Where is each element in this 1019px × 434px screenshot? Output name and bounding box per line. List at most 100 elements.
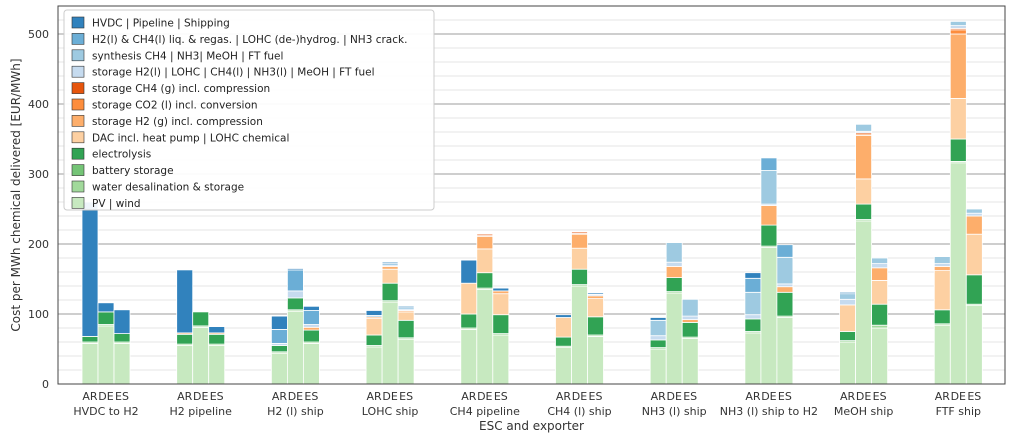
bar-segment xyxy=(286,268,304,271)
bar-segment xyxy=(270,328,288,344)
bar-segment xyxy=(302,326,320,331)
bar-segment xyxy=(855,220,872,385)
bar-segment xyxy=(649,319,667,337)
y-tick-label: 100 xyxy=(28,308,49,321)
bar-segment xyxy=(681,315,699,321)
exporter-tick-label: DE xyxy=(666,390,681,403)
bar-segment xyxy=(665,265,683,278)
legend-label: battery storage xyxy=(92,165,174,177)
y-tick-labels: 0 100 200 300 400 500 xyxy=(28,28,49,391)
bar-segment xyxy=(97,325,115,385)
stacked-bar xyxy=(871,257,888,385)
bar-segment xyxy=(949,29,967,35)
y-axis-label: Cost per MWh chemical delivered [EUR/MWh… xyxy=(9,58,23,331)
exporter-tick-label: AR xyxy=(745,390,761,403)
bar-segment xyxy=(571,231,588,234)
bar-segment xyxy=(839,304,856,332)
bar-segment xyxy=(113,309,131,334)
bar-segment xyxy=(302,324,320,328)
legend-swatch xyxy=(71,65,85,78)
bar-segment xyxy=(555,314,572,318)
exporter-tick-label: AR xyxy=(461,390,477,403)
bar-segment xyxy=(208,326,226,334)
bar-segment xyxy=(965,208,983,214)
bar-segment xyxy=(965,215,983,235)
bar-segment xyxy=(381,301,399,385)
exporter-tick-label: DE xyxy=(382,390,397,403)
bar-segment xyxy=(286,269,304,292)
bar-segment xyxy=(744,332,762,385)
exporter-tick-label: DE xyxy=(951,390,966,403)
stacked-bar xyxy=(460,259,478,385)
bar-segment xyxy=(949,33,967,99)
stacked-bar xyxy=(855,123,872,385)
bar-segment xyxy=(681,319,699,323)
stacked-bar xyxy=(665,242,683,385)
legend-swatch xyxy=(71,33,85,45)
y-tick-label: 400 xyxy=(28,98,49,111)
bar-segment xyxy=(97,302,115,313)
bar-segment xyxy=(855,135,872,180)
bar-segment xyxy=(476,233,494,236)
exporter-tick-label: DE xyxy=(98,390,113,403)
bar-segment xyxy=(649,317,667,321)
bar-segment xyxy=(381,282,399,302)
stacked-bar xyxy=(949,20,967,385)
legend-swatch xyxy=(71,147,85,160)
bar-segment xyxy=(460,282,478,315)
bar-segment xyxy=(587,316,604,336)
exporter-tick-label: AR xyxy=(272,390,288,403)
bar-segment xyxy=(492,293,510,316)
bar-segment xyxy=(270,352,288,385)
legend-label: HVDC | Pipeline | Shipping xyxy=(92,18,230,30)
exporter-tick-label: AR xyxy=(651,390,667,403)
bar-segment xyxy=(81,335,99,343)
legend-label: DAC incl. heat pump | LOHC chemical xyxy=(92,132,289,144)
exporter-tick-label: DE xyxy=(856,390,871,403)
bar-segment xyxy=(681,298,699,317)
bar-segment xyxy=(649,335,667,341)
legend-swatch xyxy=(71,115,85,127)
group-tick-label: H2 (l) ship xyxy=(267,405,324,418)
bar-segment xyxy=(933,263,951,267)
bar-segment xyxy=(460,259,478,284)
bar-segment xyxy=(365,317,383,336)
legend-label: electrolysis xyxy=(92,149,151,161)
bar-segment xyxy=(381,265,399,270)
bar-segment xyxy=(587,335,604,385)
bar-segment xyxy=(176,345,194,385)
bar-segment xyxy=(681,321,699,338)
bar-segment xyxy=(855,203,872,220)
exporter-tick-label: ES xyxy=(589,390,603,403)
stacked-bar xyxy=(270,315,288,385)
bar-segment xyxy=(492,314,510,335)
stacked-bar xyxy=(839,291,856,385)
bar-segment xyxy=(839,291,856,295)
group-tick-label: NH3 (l) ship xyxy=(642,405,707,418)
bar-segment xyxy=(949,98,967,140)
bar-segment xyxy=(113,333,131,343)
bar-segment xyxy=(381,261,399,265)
bar-segment xyxy=(760,224,778,247)
exporter-tick-label: ES xyxy=(683,390,697,403)
bar-segment xyxy=(176,333,194,345)
exporter-tick-label: ES xyxy=(399,390,413,403)
bar-segment xyxy=(476,272,494,289)
group-tick-label: LOHC ship xyxy=(362,405,419,418)
legend-swatch xyxy=(71,16,85,29)
bar-segment xyxy=(839,341,856,385)
legend-label: storage CO2 (l) incl. conversion xyxy=(92,100,258,112)
bar-segment xyxy=(113,342,131,385)
legend-box xyxy=(63,9,435,211)
bar-segment xyxy=(933,265,951,271)
bar-segment xyxy=(681,338,699,385)
exporter-tick-label: DE xyxy=(477,390,492,403)
legend-label: PV | wind xyxy=(92,198,141,210)
exporter-tick-label: ES xyxy=(494,390,508,403)
stacked-bar xyxy=(81,201,99,385)
y-tick-label: 300 xyxy=(28,168,49,181)
bar-segment xyxy=(460,313,478,329)
bar-segment xyxy=(744,314,762,320)
stacked-bar xyxy=(649,317,667,385)
